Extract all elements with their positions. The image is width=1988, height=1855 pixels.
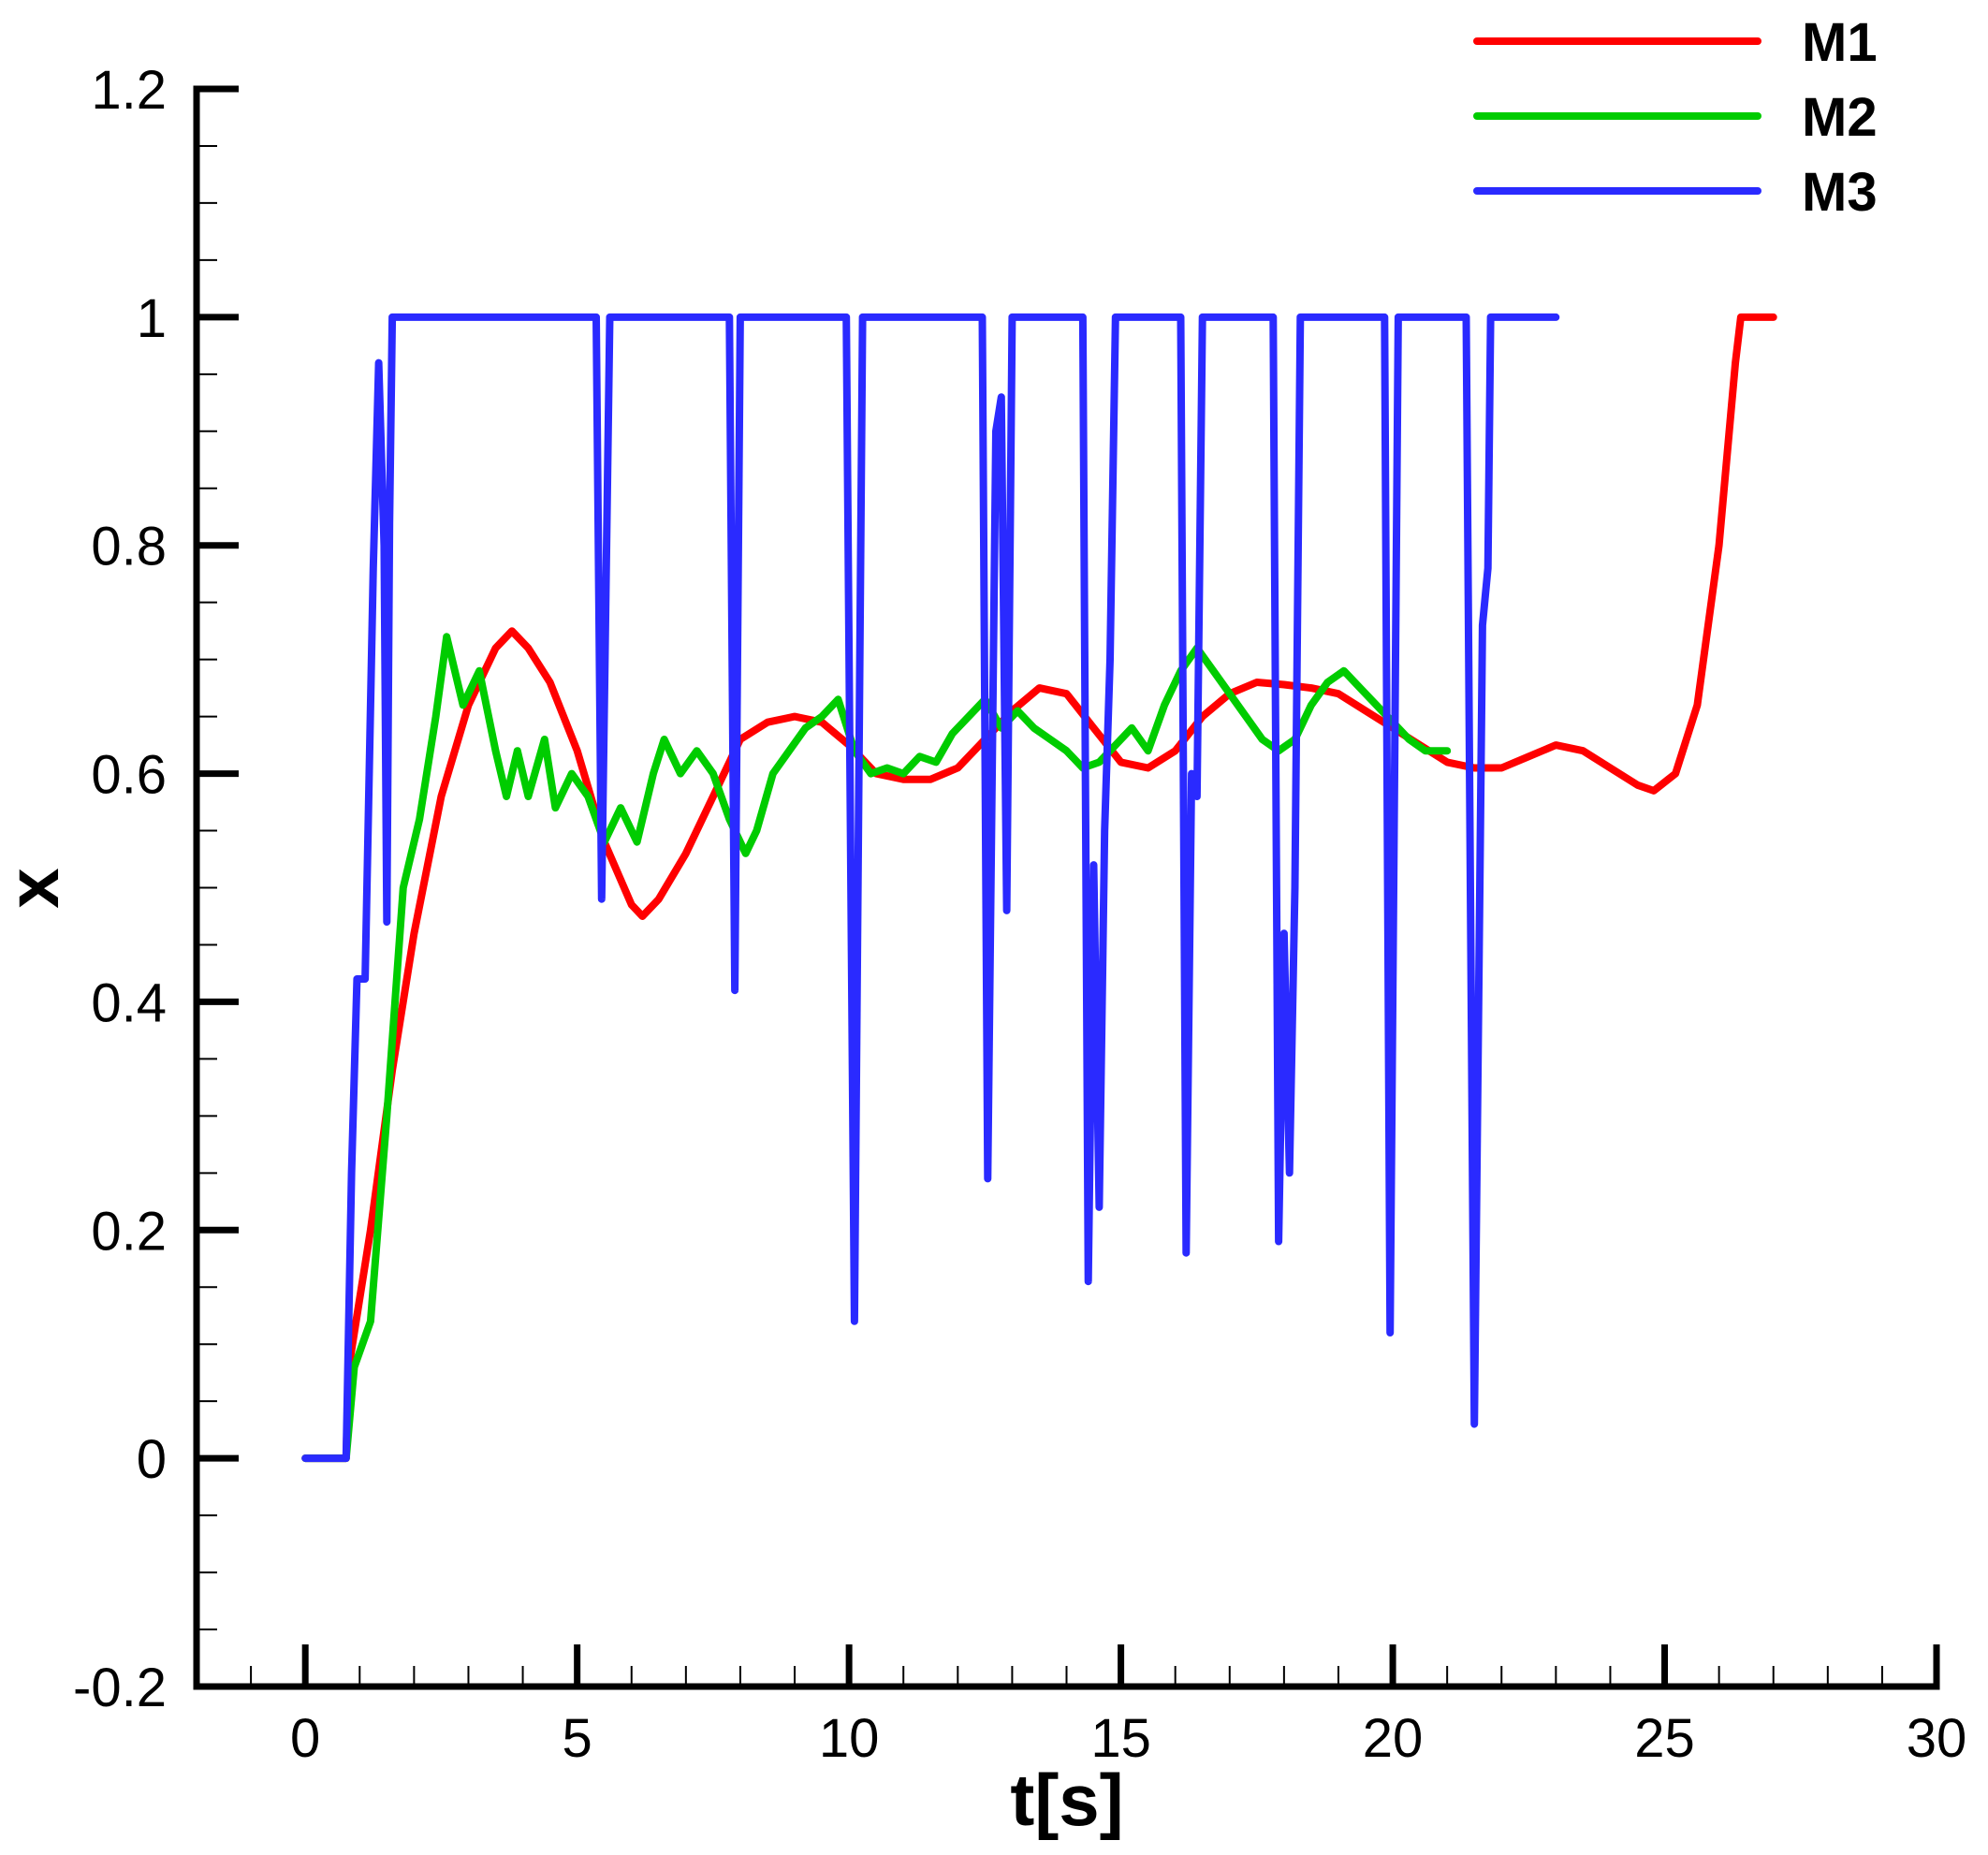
major-ticks [197, 85, 1940, 1690]
legend-label-m2: M2 [1802, 87, 1878, 148]
series-lines [301, 313, 1777, 1463]
y-axis-title: x [0, 868, 74, 908]
y-tick-label: 1 [137, 288, 167, 349]
x-tick-label: 25 [1634, 1708, 1695, 1769]
y-tick-label: 0.4 [91, 972, 167, 1033]
x-tick-label: 10 [819, 1708, 880, 1769]
y-tick-label: 0.6 [91, 745, 167, 806]
x-tick-label: 20 [1363, 1708, 1424, 1769]
legend-label-m1: M1 [1802, 12, 1878, 73]
x-tick-label: 0 [290, 1708, 320, 1769]
minor-ticks [196, 144, 1883, 1687]
series-line-m3 [301, 313, 1560, 1463]
x-axis-title: t[s] [1010, 1759, 1123, 1841]
y-tick-label: -0.2 [73, 1658, 167, 1718]
x-tick-label: 5 [563, 1708, 592, 1769]
axes-frame [193, 85, 1940, 1690]
y-tick-label: 0.2 [91, 1201, 167, 1262]
x-tick-label: 15 [1090, 1708, 1151, 1769]
y-tick-label: 0 [137, 1429, 167, 1490]
x-tick-label: 30 [1907, 1708, 1967, 1769]
y-tick-label: 1.2 [91, 60, 167, 121]
y-tick-label: 0.8 [91, 517, 167, 577]
legend-label-m3: M3 [1802, 162, 1878, 223]
series-line-m1 [301, 313, 1777, 1463]
legend: M1 M2 M3 [1473, 12, 1878, 223]
tick-labels: 0 5 10 15 20 25 30 -0.2 0 0.2 0.4 0.6 0.8 1 1.2 [73, 60, 1966, 1769]
